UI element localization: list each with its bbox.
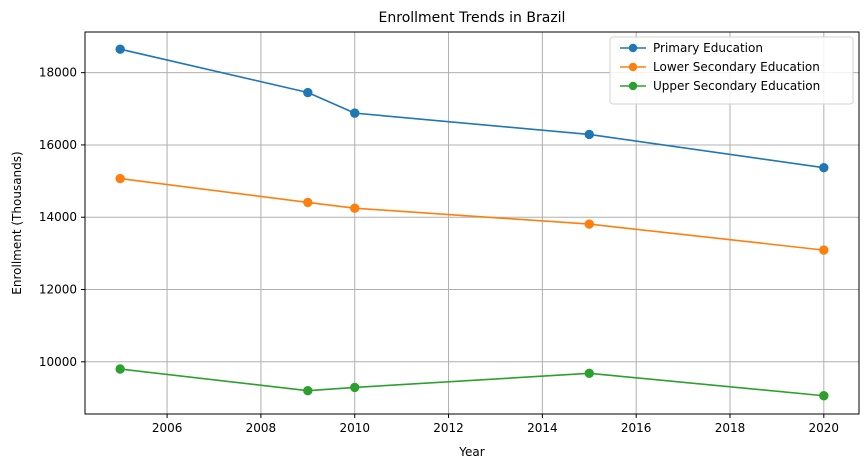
legend-label: Lower Secondary Education <box>653 60 820 74</box>
y-tick-label: 14000 <box>39 210 77 224</box>
legend-item: Lower Secondary Education <box>620 60 820 74</box>
legend-item: Upper Secondary Education <box>620 79 820 93</box>
y-tick-label: 16000 <box>39 138 77 152</box>
x-axis-ticks: 2006 2008 2010 2012 2014 2016 2018 2020 <box>152 414 839 435</box>
data-point <box>115 173 125 184</box>
x-tick-label: 2006 <box>152 421 183 435</box>
legend-item: Primary Education <box>620 41 763 55</box>
y-tick-label: 10000 <box>39 355 77 369</box>
legend-marker <box>628 62 638 72</box>
plot-frame <box>84 31 860 415</box>
data-point <box>350 108 360 118</box>
x-tick-label: 2012 <box>433 421 464 435</box>
series-line <box>119 368 825 397</box>
data-point <box>350 382 360 393</box>
data-point <box>115 364 125 374</box>
y-tick-label: 18000 <box>39 66 77 80</box>
data-point <box>584 368 594 379</box>
series-layer <box>115 44 829 401</box>
x-axis-label: Year <box>458 445 484 459</box>
legend-label: Upper Secondary Education <box>653 79 820 93</box>
data-point <box>819 245 829 255</box>
legend-label: Primary Education <box>653 41 763 55</box>
data-point <box>819 391 829 401</box>
y-axis-label: Enrollment (Thousands) <box>10 151 24 294</box>
x-tick-label: 2010 <box>339 421 370 435</box>
x-tick-label: 2016 <box>621 421 652 435</box>
x-tick-label: 2018 <box>715 421 746 435</box>
data-point <box>584 129 594 140</box>
data-point <box>303 197 313 208</box>
y-tick-label: 12000 <box>39 282 77 296</box>
data-point <box>115 44 125 54</box>
data-point <box>350 203 360 213</box>
legend-marker <box>628 43 638 53</box>
y-axis-ticks: 10000 12000 14000 16000 18000 <box>39 66 85 369</box>
x-tick-label: 2014 <box>527 421 558 435</box>
data-point <box>303 385 313 396</box>
series-lower-secondary-education <box>115 173 829 255</box>
series-upper-secondary-education <box>115 364 829 401</box>
legend-box <box>609 36 854 105</box>
data-point <box>584 219 594 229</box>
x-tick-label: 2020 <box>809 421 840 435</box>
data-point <box>303 87 313 98</box>
legend-items: Primary Education Lower Secondary Educati… <box>620 41 820 93</box>
legend: Primary Education Lower Secondary Educati… <box>609 36 854 105</box>
series-primary-education <box>115 44 829 173</box>
series-line <box>119 177 825 251</box>
x-tick-label: 2008 <box>246 421 277 435</box>
legend-marker <box>628 81 638 91</box>
chart-title: Enrollment Trends in Brazil <box>379 10 566 26</box>
data-point <box>819 163 829 173</box>
